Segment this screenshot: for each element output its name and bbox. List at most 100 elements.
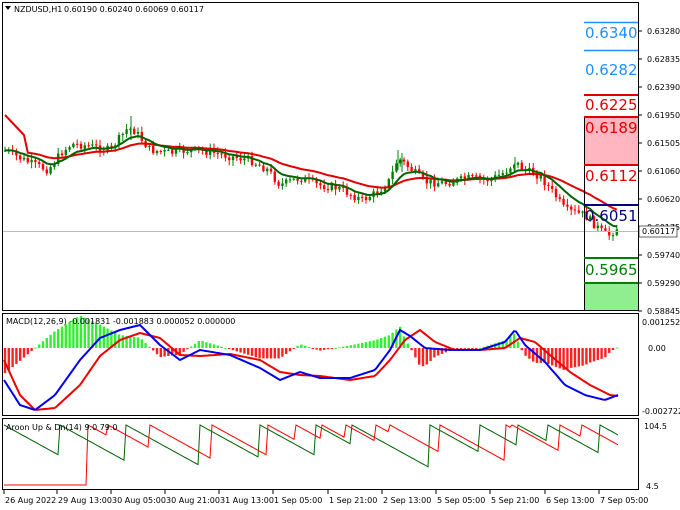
- macd-header: MACD(12,26,9) -0.001831 -0.001883 0.0000…: [6, 317, 235, 326]
- macd-histogram-bar: [566, 348, 569, 370]
- candle-body: [171, 149, 174, 154]
- macd-histogram-bar: [262, 348, 265, 359]
- level-label: 0.6112: [585, 167, 638, 185]
- green-zone: [584, 283, 638, 310]
- macd-histogram-bar: [133, 336, 136, 348]
- macd-histogram-bar: [193, 343, 197, 348]
- candle-body: [254, 164, 257, 166]
- macd-histogram-bar: [524, 348, 527, 356]
- candle-body: [117, 135, 121, 146]
- macd-axis-zero: 0.00: [648, 344, 666, 353]
- candle-body: [228, 157, 231, 161]
- candle-body: [349, 194, 352, 196]
- macd-histogram-bar: [190, 346, 193, 348]
- macd-histogram-bar: [106, 328, 109, 348]
- macd-histogram-bar: [592, 348, 596, 362]
- candle-body: [296, 178, 299, 181]
- current-price-tag: [638, 225, 678, 238]
- macd-histogram-bar: [311, 348, 314, 349]
- time-tick-label: 31 Aug 13:00: [220, 496, 274, 505]
- candle-body: [45, 169, 48, 174]
- candle-body: [148, 145, 151, 148]
- time-tick-label: 7 Sep 05:00: [600, 496, 648, 505]
- price-tick-label: 0.61950: [647, 111, 680, 120]
- macd-histogram-bar: [425, 348, 428, 365]
- macd-histogram-bar: [437, 348, 440, 356]
- macd-histogram-bar: [30, 348, 33, 351]
- macd-histogram-bar: [307, 347, 311, 349]
- macd-histogram-bar: [589, 348, 592, 363]
- macd-pane: [2, 313, 639, 416]
- candle-body: [338, 186, 341, 190]
- macd-histogram-bar: [387, 335, 390, 348]
- macd-histogram-bar: [421, 348, 425, 367]
- level-label: 0.5965: [585, 261, 638, 279]
- macd-histogram-bar: [372, 340, 375, 348]
- candle-body: [592, 216, 596, 228]
- level-label: 0.6225: [585, 96, 638, 114]
- macd-histogram-bar: [87, 319, 90, 348]
- candle-body: [209, 149, 212, 155]
- candle-body: [467, 174, 470, 180]
- macd-histogram-bar: [60, 326, 64, 348]
- macd-axis-max: 0.001252: [642, 318, 680, 327]
- macd-histogram-bar: [98, 324, 102, 348]
- time-tick-label: 1 Sep 21:00: [329, 496, 377, 505]
- candle-body: [281, 183, 284, 186]
- level-label: 0.6051: [585, 207, 638, 225]
- macd-histogram-bar: [178, 348, 181, 355]
- macd-histogram-bar: [323, 348, 326, 350]
- macd-histogram-bar: [300, 344, 303, 348]
- candle-body: [319, 183, 322, 186]
- macd-histogram-bar: [391, 332, 394, 348]
- macd-histogram-bar: [209, 343, 212, 348]
- candle-body: [425, 176, 428, 184]
- candle-body: [243, 158, 246, 161]
- candle-body: [231, 156, 235, 161]
- candle-body: [121, 133, 124, 136]
- macd-histogram-bar: [144, 343, 147, 348]
- candle-body: [288, 179, 292, 181]
- candle-body: [535, 174, 539, 179]
- macd-histogram-bar: [49, 334, 52, 348]
- moving-averages: [4, 114, 618, 228]
- candle-body: [285, 179, 288, 184]
- macd-histogram-bar: [220, 346, 223, 348]
- macd-histogram-bar: [520, 348, 523, 351]
- macd-histogram-bar: [254, 348, 257, 358]
- candle-body: [383, 188, 387, 192]
- candle-body: [19, 155, 22, 160]
- macd-histogram-bar: [250, 348, 254, 356]
- dropdown-arrow-icon[interactable]: [5, 6, 11, 10]
- macd-histogram-bar: [532, 348, 535, 362]
- candle-body: [608, 230, 611, 236]
- macd-histogram-bar: [475, 348, 478, 349]
- candle-body: [581, 211, 584, 213]
- candle-body: [273, 171, 276, 182]
- macd-histogram-bar: [463, 348, 466, 349]
- candle-body: [471, 174, 474, 176]
- macd-histogram-bar: [509, 336, 512, 348]
- candle-body: [505, 172, 508, 174]
- candle-body: [615, 229, 618, 236]
- candle-body: [452, 182, 455, 186]
- macd-histogram-bar: [459, 348, 463, 349]
- macd-histogram-bar: [577, 348, 580, 367]
- candle-body: [444, 181, 447, 184]
- macd-histogram-bar: [182, 348, 185, 352]
- time-tick-label: 2 Sep 13:00: [383, 496, 431, 505]
- macd-histogram-bar: [22, 348, 26, 358]
- macd-histogram-bar: [266, 348, 269, 359]
- candle-body: [220, 153, 223, 155]
- time-tick-label: 5 Sep 21:00: [491, 496, 539, 505]
- macd-histogram-bar: [562, 348, 565, 370]
- aroon-axis-max: 104.5: [644, 422, 667, 431]
- macd-histogram-bar: [201, 340, 204, 348]
- macd-histogram-bar: [596, 348, 599, 361]
- macd-histogram-bar: [38, 344, 41, 348]
- red-zone: [584, 117, 638, 165]
- candle-body: [414, 169, 417, 171]
- macd-histogram-bar: [53, 331, 56, 348]
- macd-histogram-bar: [15, 348, 18, 364]
